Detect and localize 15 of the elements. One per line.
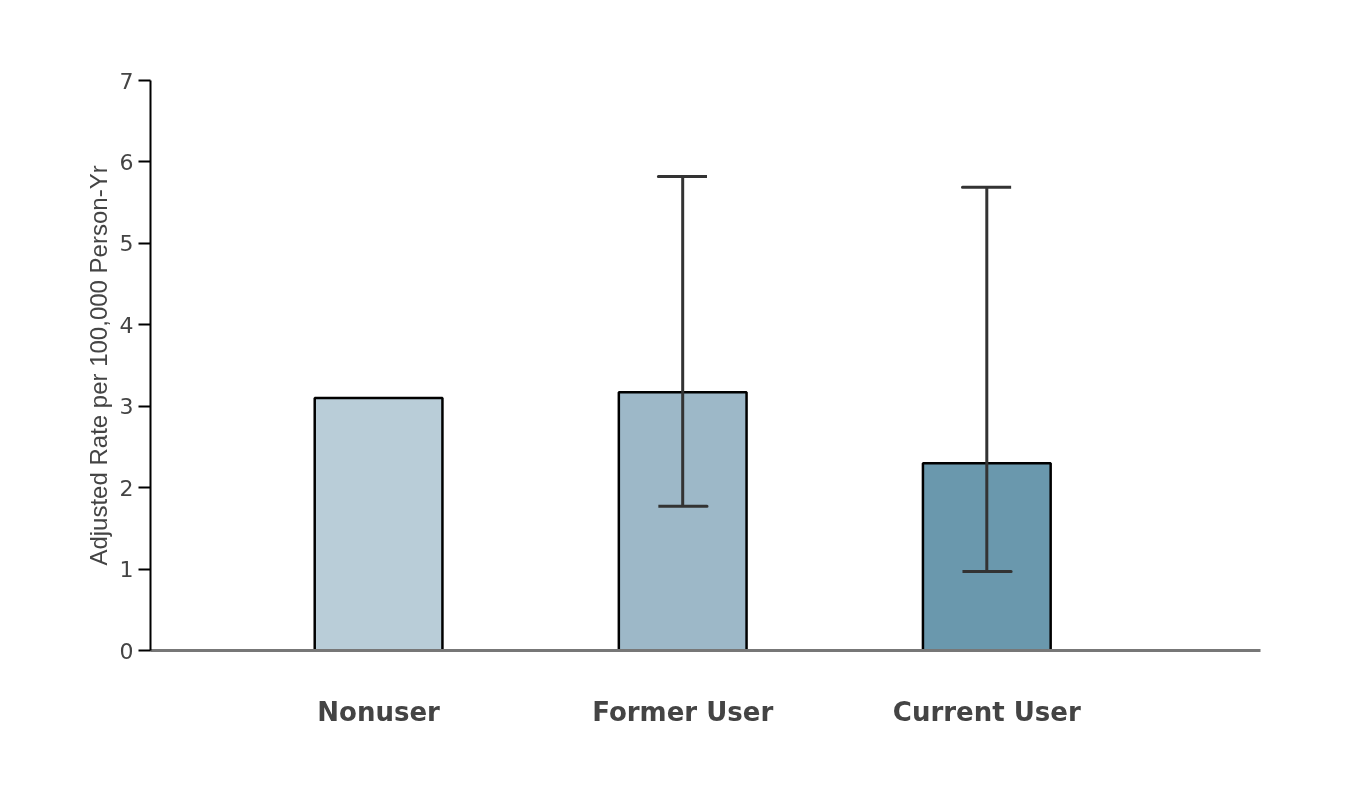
y-tick-label: 7 <box>119 68 134 94</box>
bar <box>617 391 748 651</box>
y-tick-label: 4 <box>119 312 134 338</box>
x-tick-label: Former User <box>592 696 774 727</box>
y-axis-title: Adjusted Rate per 100,000 Person-Yr <box>84 165 112 566</box>
y-tick-label: 0 <box>119 638 134 664</box>
y-tick-label: 6 <box>119 149 134 175</box>
y-tick-label: 5 <box>119 231 134 257</box>
y-tick-label: 1 <box>119 557 134 583</box>
bar <box>921 461 1052 651</box>
x-tick-label: Current User <box>892 696 1081 727</box>
x-tick-label: Nonuser <box>317 696 441 727</box>
y-tick-label: 3 <box>119 394 134 420</box>
bar <box>313 396 444 651</box>
y-tick-label: 2 <box>119 475 134 501</box>
